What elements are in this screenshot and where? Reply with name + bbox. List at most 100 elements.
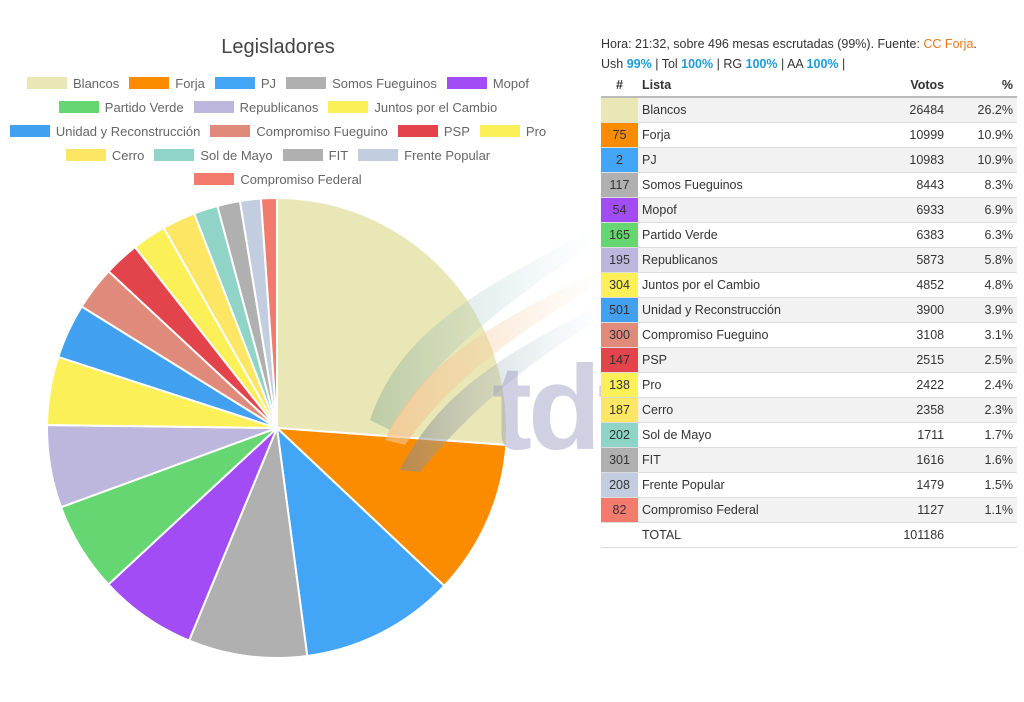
legend-item[interactable]: Somos Fueguinos [286, 74, 437, 92]
row-number: 147 [601, 347, 638, 373]
header-number: # [601, 74, 638, 98]
legend-item[interactable]: Frente Popular [358, 146, 490, 164]
pie-slice[interactable] [187, 424, 309, 659]
total-votes: 101186 [870, 522, 949, 548]
legend-label: Mopof [492, 75, 529, 91]
row-pct: 6.3% [948, 222, 1017, 248]
legend-item[interactable]: Compromiso Fueguino [210, 122, 388, 140]
legend-item[interactable]: Compromiso Federal [194, 170, 362, 188]
legend-item[interactable]: PSP [397, 122, 470, 140]
row-lista: Cerro [638, 397, 871, 423]
row-number: 75 [601, 122, 638, 148]
legend-swatch [154, 149, 195, 161]
table-row: 195 Republicanos 5873 5.8% [601, 247, 1017, 273]
region-label: Ush [601, 57, 627, 71]
legend-swatch [65, 149, 106, 161]
table-row: 75 Forja 10999 10.9% [601, 122, 1017, 148]
row-number: 202 [601, 422, 638, 448]
row-votes: 1711 [870, 422, 949, 448]
info-suffix: . [973, 37, 977, 51]
table-row: 300 Compromiso Fueguino 3108 3.1% [601, 322, 1017, 348]
row-pct: 3.9% [948, 297, 1017, 323]
legend-label: Pro [525, 123, 547, 139]
row-lista: PJ [638, 147, 871, 173]
legend-label: Frente Popular [404, 147, 491, 163]
legend-item[interactable]: Unidad y Reconstrucción [9, 122, 201, 140]
row-pct: 2.5% [948, 347, 1017, 373]
legend-item[interactable]: Juntos por el Cambio [328, 98, 497, 116]
region-separator: | [777, 57, 788, 71]
row-votes: 3900 [870, 297, 949, 323]
table-header-row: # Lista Votos % [601, 74, 1017, 98]
region-label: RG [723, 57, 746, 71]
row-votes: 2422 [870, 372, 949, 398]
legend-item[interactable]: Pro [479, 122, 547, 140]
row-number: 208 [601, 472, 638, 498]
chart-legend: Blancos Forja PJ Somos Fueguinos Mopof Partid… [0, 74, 556, 188]
legend-swatch [446, 77, 487, 89]
legend-item[interactable]: FIT [282, 146, 348, 164]
legend-item[interactable]: Cerro [65, 146, 145, 164]
pie-slice[interactable] [276, 196, 508, 447]
header-lista: Lista [638, 74, 871, 98]
pie-slice[interactable] [259, 196, 278, 429]
legend-item[interactable]: Forja [129, 74, 205, 92]
row-votes: 6383 [870, 222, 949, 248]
row-lista: Blancos [638, 97, 871, 123]
row-lista: Juntos por el Cambio [638, 272, 871, 298]
row-number: 82 [601, 497, 638, 523]
pie-slice[interactable] [275, 425, 446, 658]
region-value: 100% [806, 57, 839, 71]
table-row: 138 Pro 2422 2.4% [601, 372, 1017, 398]
legend-label: Compromiso Fueguino [256, 123, 388, 139]
row-votes: 2358 [870, 397, 949, 423]
legend-label: Juntos por el Cambio [374, 99, 498, 115]
table-row: 2 PJ 10983 10.9% [601, 147, 1017, 173]
row-number: 117 [601, 172, 638, 198]
region-value: 99% [626, 57, 652, 71]
legend-swatch [210, 125, 251, 137]
legend-label: Sol de Mayo [200, 147, 273, 163]
legend-label: Cerro [111, 147, 145, 163]
table-row: 202 Sol de Mayo 1711 1.7% [601, 422, 1017, 448]
row-number: 138 [601, 372, 638, 398]
region-label: AA [787, 57, 807, 71]
legend-item[interactable]: Mopof [446, 74, 529, 92]
legend-label: Partido Verde [104, 99, 184, 115]
legend-swatch [129, 77, 170, 89]
row-votes: 2515 [870, 347, 949, 373]
region-label: Tol [661, 57, 682, 71]
region-separator: | [651, 57, 662, 71]
row-lista: Forja [638, 122, 871, 148]
legend-item[interactable]: Republicanos [193, 98, 318, 116]
region-progress-line: Ush 99% | Tol 100% | RG 100% | AA 100% | [601, 54, 1021, 74]
legend-swatch [214, 77, 255, 89]
row-votes: 5873 [870, 247, 949, 273]
legend-label: Unidad y Reconstrucción [55, 123, 201, 139]
table-row: 187 Cerro 2358 2.3% [601, 397, 1017, 423]
row-lista: Compromiso Fueguino [638, 322, 871, 348]
legend-item[interactable]: PJ [214, 74, 276, 92]
row-votes: 10999 [870, 122, 949, 148]
legend-item[interactable]: Partido Verde [58, 98, 184, 116]
row-pct: 4.8% [948, 272, 1017, 298]
row-pct: 3.1% [948, 322, 1017, 348]
row-lista: Compromiso Federal [638, 497, 871, 523]
legend-label: Blancos [73, 75, 120, 91]
row-pct: 26.2% [948, 97, 1017, 123]
info-text: Hora: 21:32, sobre 496 mesas escrutadas … [601, 37, 924, 51]
row-votes: 8443 [870, 172, 949, 198]
table-row: 208 Frente Popular 1479 1.5% [601, 472, 1017, 498]
table-row: 501 Unidad y Reconstrucción 3900 3.9% [601, 297, 1017, 323]
table-row: 304 Juntos por el Cambio 4852 4.8% [601, 272, 1017, 298]
row-votes: 6933 [870, 197, 949, 223]
legend-label: Compromiso Federal [240, 171, 362, 187]
legend-item[interactable]: Blancos [27, 74, 119, 92]
legend-item[interactable]: Sol de Mayo [154, 146, 273, 164]
table-row: 301 FIT 1616 1.6% [601, 447, 1017, 473]
row-number: 301 [601, 447, 638, 473]
total-number [601, 522, 638, 548]
total-row: TOTAL 101186 [601, 522, 1017, 548]
source-link[interactable]: CC Forja [923, 37, 974, 51]
row-number [601, 97, 638, 123]
